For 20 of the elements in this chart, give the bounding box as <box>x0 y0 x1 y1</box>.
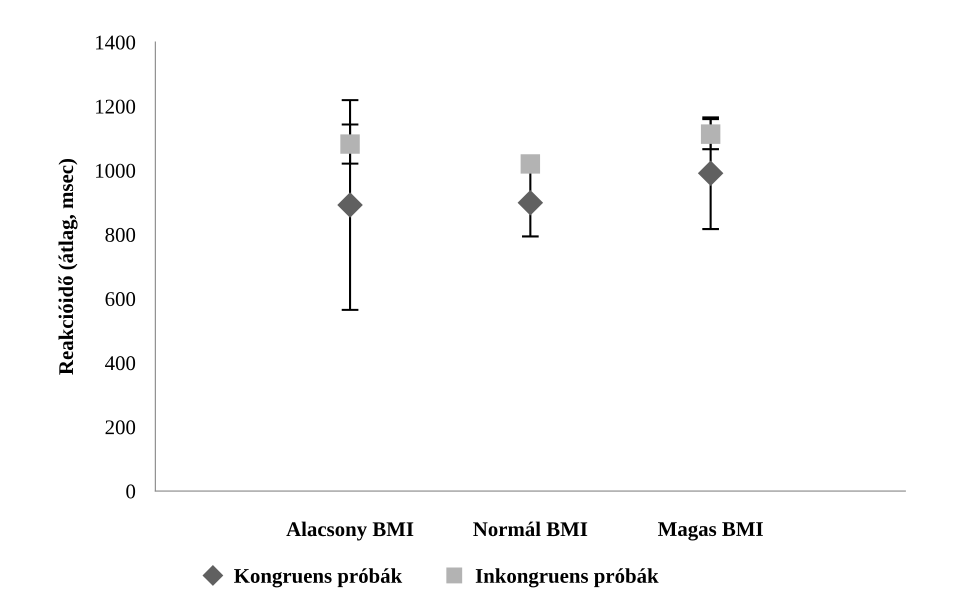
point <box>518 190 543 216</box>
x-tick-label: Magas BMI <box>658 522 763 540</box>
legend-label: Kongruens próbák <box>234 568 402 588</box>
point <box>700 124 720 144</box>
y-tick-label: 1200 <box>96 100 136 114</box>
y-tick-label: 0 <box>126 484 136 498</box>
legend-label: Inkongruens próbák <box>476 568 659 588</box>
y-tick-label: 400 <box>105 356 136 370</box>
point <box>338 192 363 218</box>
point <box>698 160 724 186</box>
y-tick-label: 800 <box>105 228 136 242</box>
y-tick-label: 1000 <box>96 164 136 178</box>
y-axis-title: Reakcióidő (átlag, msec) <box>58 159 78 375</box>
y-tick-label: 200 <box>106 420 136 434</box>
y-tick-label: 1400 <box>96 35 136 50</box>
y-tick-label: 600 <box>106 292 136 306</box>
x-tick-label: Normál BMI <box>473 522 588 536</box>
point <box>340 134 360 154</box>
point <box>520 154 540 174</box>
x-tick-label: Alacsony BMI <box>286 522 414 541</box>
